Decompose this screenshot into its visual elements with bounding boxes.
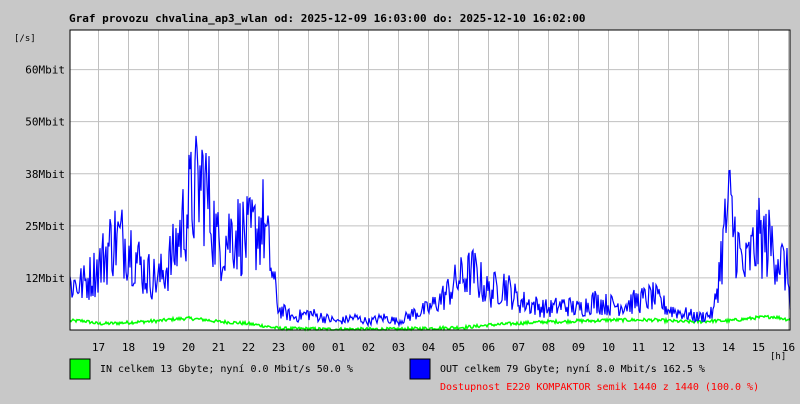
x-tick-label: 13 [692, 341, 705, 354]
x-tick-label: 02 [362, 341, 375, 354]
x-axis-ticks: 17 18 19 20 21 22 23 00 01 02 03 04 05 06 07 08 09 10 11 12… [92, 341, 795, 354]
x-tick-label: 18 [122, 341, 135, 354]
x-tick-label: 23 [272, 341, 285, 354]
y-tick-label: 25Mbit [25, 220, 65, 233]
y-axis-ticks: 12Mbit 25Mbit 38Mbit 50Mbit 60Mbit [25, 64, 65, 285]
x-tick-label: 09 [572, 341, 585, 354]
plot-border [69, 29, 791, 331]
y-tick-label: 38Mbit [25, 168, 65, 181]
y-tick-label: 12Mbit [25, 272, 65, 285]
legend-out-text: OUT celkem 79 Gbyte; nyní 8.0 Mbit/s 162… [440, 363, 705, 375]
x-tick-label: 07 [512, 341, 525, 354]
x-tick-label: 00 [302, 341, 315, 354]
x-tick-label: 15 [752, 341, 765, 354]
x-tick-label: 14 [722, 341, 736, 354]
x-tick-label: 20 [182, 341, 195, 354]
y-tick-label: 50Mbit [25, 116, 65, 129]
x-tick-label: 11 [632, 341, 645, 354]
x-tick-label: 06 [482, 341, 495, 354]
availability-text: Dostupnost E220 KOMPAKTOR semik 1440 z 1… [440, 382, 759, 393]
x-tick-label: 21 [212, 341, 225, 354]
series-line-in [69, 314, 791, 332]
legend-in-swatch [69, 358, 91, 380]
x-tick-label: 01 [332, 341, 345, 354]
chart-title: Graf provozu chvalina_ap3_wlan od: 2025-… [69, 12, 586, 25]
x-tick-label: 10 [602, 341, 615, 354]
x-axis-unit-label: [h] [770, 352, 786, 362]
y-tick-label: 60Mbit [25, 64, 65, 77]
y-axis-unit-label: [/s] [14, 34, 36, 44]
x-tick-label: 05 [452, 341, 465, 354]
legend-out-swatch [409, 358, 431, 380]
x-tick-label: 08 [542, 341, 555, 354]
x-tick-label: 17 [92, 341, 105, 354]
x-tick-label: 16 [782, 341, 795, 354]
x-tick-label: 19 [152, 341, 165, 354]
series-layer [69, 135, 791, 332]
x-tick-label: 22 [242, 341, 255, 354]
plot-area [70, 30, 790, 330]
x-tick-label: 04 [422, 341, 436, 354]
x-tick-label: 12 [662, 341, 675, 354]
legend-in-text: IN celkem 13 Gbyte; nyní 0.0 Mbit/s 50.0… [100, 363, 353, 375]
series-line-out [69, 135, 791, 328]
x-tick-label: 03 [392, 341, 405, 354]
